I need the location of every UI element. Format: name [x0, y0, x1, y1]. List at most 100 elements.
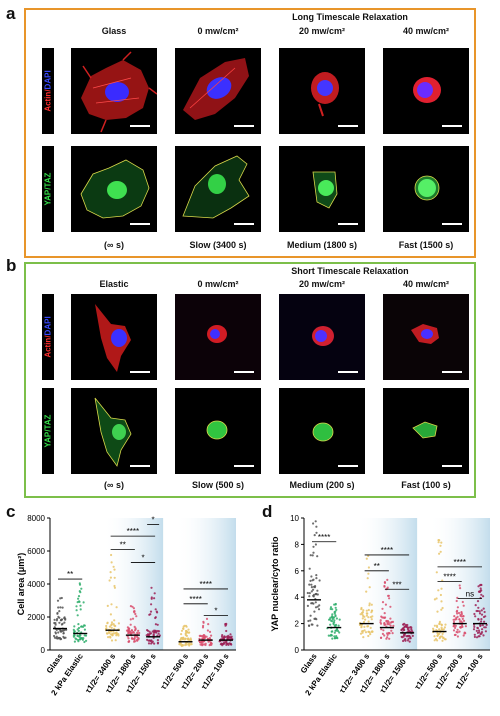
panel-b-col-0mw: 0 mw/cm²: [197, 279, 239, 289]
significance-label: **: [67, 570, 73, 579]
data-point: [105, 624, 108, 628]
significance-label: ****: [381, 546, 393, 555]
data-point: [475, 636, 479, 639]
data-point: [400, 628, 403, 631]
micrograph-a-20mw-actin: [279, 48, 365, 134]
data-point: [134, 627, 137, 630]
data-point: [441, 639, 444, 642]
data-point: [53, 634, 56, 638]
data-point: [154, 608, 157, 611]
data-point: [199, 643, 202, 646]
significance-label: ****: [454, 558, 466, 567]
significance-label: ****: [200, 580, 212, 589]
dapi-label: DAPI: [43, 316, 53, 336]
data-point: [59, 597, 62, 600]
micrograph-a-glass-yap: [71, 146, 157, 232]
y-tick-label: 10: [290, 514, 299, 523]
data-point: [59, 630, 62, 633]
scale-bar: [442, 223, 462, 225]
data-point: [482, 607, 485, 610]
data-point: [381, 601, 385, 604]
data-point: [478, 612, 482, 615]
data-point: [312, 588, 315, 591]
data-point: [180, 637, 183, 640]
data-point: [480, 609, 483, 612]
panel-a-caption-glass: (∞ s): [104, 240, 124, 250]
data-point: [150, 586, 153, 589]
data-point: [391, 632, 394, 635]
data-point: [453, 615, 456, 618]
data-point: [78, 590, 81, 593]
data-point: [387, 594, 390, 597]
dapi-label: DAPI: [43, 70, 53, 90]
data-point: [480, 618, 483, 621]
data-point: [204, 642, 207, 645]
data-point: [402, 639, 405, 643]
data-point: [406, 626, 409, 629]
data-point: [368, 586, 371, 589]
data-point: [110, 639, 114, 642]
data-point: [76, 601, 79, 604]
data-point: [379, 621, 382, 624]
data-point: [317, 608, 321, 611]
data-point: [435, 571, 438, 574]
data-point: [224, 623, 227, 626]
panel-a-caption-slow: Slow (3400 s): [189, 240, 247, 250]
data-point: [187, 638, 190, 641]
data-point: [112, 565, 115, 568]
data-point: [336, 629, 340, 633]
data-point: [403, 628, 406, 632]
data-point: [456, 631, 459, 634]
data-point: [312, 545, 315, 548]
data-point: [334, 610, 337, 613]
data-point: [146, 629, 149, 632]
data-point: [335, 608, 338, 611]
data-point: [458, 584, 461, 587]
data-point: [111, 633, 114, 636]
data-point: [333, 612, 336, 615]
data-point: [438, 628, 441, 631]
data-point: [113, 576, 116, 579]
data-point: [110, 603, 113, 606]
data-point: [129, 618, 132, 621]
data-point: [459, 620, 462, 623]
data-point: [480, 593, 483, 596]
data-point: [362, 620, 366, 624]
data-point: [390, 629, 393, 632]
data-point: [334, 624, 337, 627]
data-point: [110, 553, 113, 557]
data-point: [58, 621, 61, 624]
data-point: [480, 631, 484, 634]
data-point: [483, 626, 486, 629]
data-point: [210, 634, 213, 637]
data-point: [464, 625, 467, 628]
data-point: [455, 616, 458, 620]
data-point: [435, 597, 438, 600]
data-point: [388, 632, 391, 635]
micrograph-a-40mw-yap: [383, 146, 469, 232]
shaded-region: [175, 518, 236, 650]
data-point: [316, 555, 319, 558]
data-point: [432, 627, 435, 630]
data-point: [306, 604, 309, 607]
data-point: [330, 619, 333, 622]
data-point: [474, 604, 477, 607]
data-point: [80, 637, 83, 640]
micrograph-a-glass-actin: [71, 48, 157, 134]
panel-b-col-elastic: Elastic: [99, 279, 129, 289]
data-point: [137, 637, 140, 640]
data-point: [129, 623, 132, 626]
data-point: [459, 626, 462, 629]
data-point: [77, 638, 80, 642]
data-point: [403, 638, 406, 641]
data-point: [135, 638, 139, 642]
data-point: [221, 634, 224, 637]
data-point: [127, 637, 130, 640]
data-point: [108, 635, 112, 638]
data-point: [200, 635, 203, 638]
data-point: [156, 639, 159, 642]
data-point: [184, 624, 188, 627]
data-point: [312, 522, 315, 525]
data-point: [114, 624, 117, 628]
